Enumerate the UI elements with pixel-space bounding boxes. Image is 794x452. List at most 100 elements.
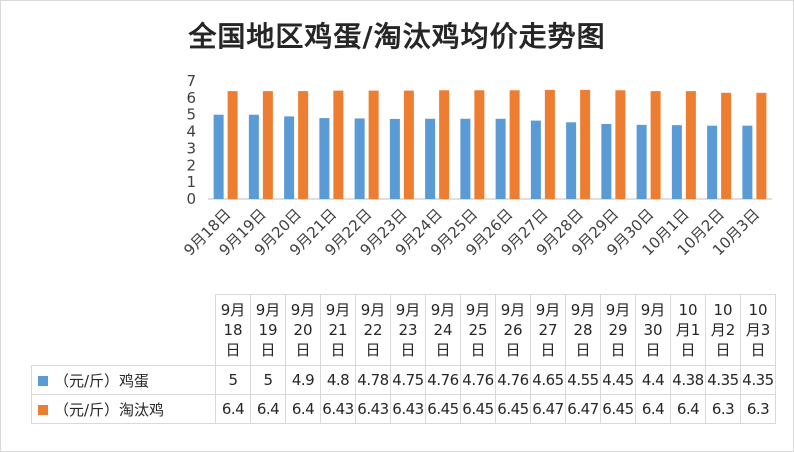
table-cell: 6.4 <box>670 394 706 424</box>
table-cell: 6.47 <box>530 394 566 424</box>
bar <box>213 114 224 199</box>
bar <box>530 120 541 199</box>
bar <box>403 90 414 199</box>
category-label-part: 9月 <box>465 301 491 319</box>
y-tick-label: 4 <box>186 123 196 141</box>
table-cell: 6.43 <box>320 394 356 424</box>
y-tick-label: 3 <box>186 139 196 157</box>
y-tick-label: 1 <box>186 173 196 191</box>
bar <box>671 125 682 199</box>
table-corner <box>32 295 216 366</box>
category-label-part: 日 <box>470 341 486 359</box>
category-label-part: 日 <box>225 341 241 359</box>
table-cell: 5 <box>250 365 286 395</box>
category-label-part: 22 <box>363 321 383 339</box>
category-label-part: 9月 <box>360 301 386 319</box>
category-label-part: 9月 <box>255 301 281 319</box>
category-label-part: 日 <box>610 341 626 359</box>
category-label-part: 9月 <box>395 301 421 319</box>
table-cell: 6.4 <box>635 394 671 424</box>
bar <box>284 116 295 199</box>
bar <box>425 118 436 199</box>
bar <box>368 90 379 199</box>
category-label-part: 10 <box>748 301 768 319</box>
table-category-header: 10 月1 日 <box>670 294 706 366</box>
category-label-part: 日 <box>400 341 416 359</box>
category-label-part: 日 <box>505 341 521 359</box>
table-category-header: 9月 18 日 <box>215 294 251 366</box>
table-cell: 5 <box>215 365 251 395</box>
table-category-header: 9月 22 日 <box>355 294 391 366</box>
series-label: （元/斤）淘汰鸡 <box>31 394 216 424</box>
table-cell: 6.3 <box>740 394 776 424</box>
table-cell: 4.76 <box>460 365 496 395</box>
bar <box>685 91 696 199</box>
table-cell: 6.4 <box>250 394 286 424</box>
table-category-header: 9月 30 日 <box>635 294 671 366</box>
category-label-part: 9月 <box>500 301 526 319</box>
table-cell: 6.45 <box>600 394 636 424</box>
series-label: （元/斤）鸡蛋 <box>31 365 216 395</box>
category-label-part: 21 <box>328 321 348 339</box>
table-category-header: 9月 28 日 <box>565 294 601 366</box>
category-label-part: 9月 <box>605 301 631 319</box>
category-label-part: 23 <box>398 321 418 339</box>
category-label-part: 日 <box>680 341 696 359</box>
bar <box>354 118 365 199</box>
category-label-part: 19 <box>258 321 278 339</box>
table-category-header: 10 月2 日 <box>705 294 741 366</box>
category-label-part: 日 <box>295 341 311 359</box>
y-tick-label: 2 <box>186 156 196 174</box>
table-cell: 6.4 <box>285 394 321 424</box>
data-table: 9月 18 日 9月 19 日 9月 20 日 9月 21 日 9月 22 日 9月 23 日 9月 24 日 9月 25 日… <box>31 294 776 424</box>
table-cell: 6.45 <box>495 394 531 424</box>
y-tick-label: 5 <box>186 106 196 124</box>
category-label-part: 月1 <box>675 321 701 339</box>
category-label-part: 日 <box>260 341 276 359</box>
category-label-part: 9月 <box>535 301 561 319</box>
category-label-part: 月2 <box>710 321 736 339</box>
series-name: （元/斤）淘汰鸡 <box>54 400 165 419</box>
table-cell: 4.65 <box>530 365 566 395</box>
category-label-part: 20 <box>293 321 313 339</box>
category-label-part: 10 <box>713 301 733 319</box>
bar <box>439 90 450 199</box>
chart-title: 全国地区鸡蛋/淘汰鸡均价走势图 <box>188 20 606 53</box>
table-cell: 6.45 <box>460 394 496 424</box>
table-category-header: 9月 26 日 <box>495 294 531 366</box>
category-label-part: 月3 <box>745 321 771 339</box>
category-label-part: 日 <box>365 341 381 359</box>
bar <box>460 118 471 199</box>
bar <box>544 89 555 199</box>
legend-swatch <box>38 376 48 386</box>
table-row: （元/斤）鸡蛋 5 5 4.9 4.8 4.78 4.75 4.76 4.76 4.76 4.65 4… <box>31 365 776 395</box>
category-label-part: 24 <box>433 321 453 339</box>
bar <box>721 92 732 199</box>
bar <box>298 91 309 199</box>
table-cell: 4.4 <box>635 365 671 395</box>
table-cell: 6.4 <box>215 394 251 424</box>
table-cell: 4.75 <box>390 365 426 395</box>
table-cell: 4.38 <box>670 365 706 395</box>
table-cell: 4.9 <box>285 365 321 395</box>
category-label-part: 27 <box>538 321 558 339</box>
category-label-part: 10 <box>678 301 698 319</box>
category-label-part: 日 <box>540 341 556 359</box>
table-cell: 4.76 <box>425 365 461 395</box>
bar <box>389 118 400 199</box>
table-category-header: 9月 23 日 <box>390 294 426 366</box>
bar <box>615 90 626 199</box>
bar <box>262 91 273 199</box>
table-cell: 4.35 <box>740 365 776 395</box>
bar <box>333 90 344 199</box>
table-category-header: 9月 20 日 <box>285 294 321 366</box>
table-category-header: 9月 19 日 <box>250 294 286 366</box>
category-label-part: 9月 <box>430 301 456 319</box>
table-cell: 4.8 <box>320 365 356 395</box>
category-label-part: 日 <box>575 341 591 359</box>
category-label-part: 日 <box>645 341 661 359</box>
category-label-part: 9月 <box>290 301 316 319</box>
bar <box>707 125 718 199</box>
table-cell: 6.43 <box>390 394 426 424</box>
